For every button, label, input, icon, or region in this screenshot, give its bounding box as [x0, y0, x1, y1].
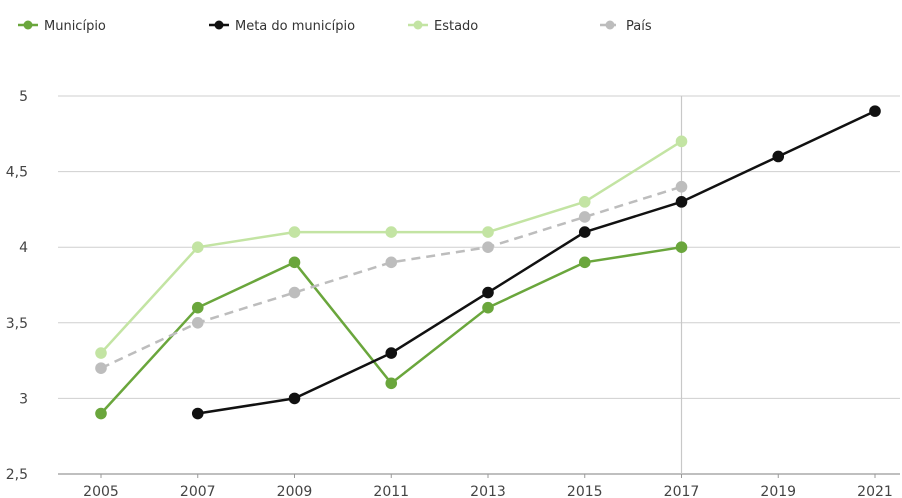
legend-swatch-dot: [23, 20, 33, 30]
data-point-municipio[interactable]: [288, 256, 301, 269]
data-point-estado[interactable]: [385, 226, 398, 238]
legend-item-pais[interactable]: País: [600, 19, 652, 34]
data-point-pais[interactable]: [95, 362, 107, 374]
data-point-estado[interactable]: [191, 241, 204, 253]
data-point-meta-do-municipio[interactable]: [578, 226, 591, 238]
y-tick-label: 2,5: [6, 467, 28, 483]
y-tick-label: 5: [19, 89, 28, 105]
legend-swatch-dot: [214, 20, 224, 30]
series-line-meta-do-municipio: [197, 109, 876, 415]
x-tick-label: 2015: [567, 484, 603, 498]
legend-swatch-dot: [413, 20, 423, 30]
legend-item-estado[interactable]: Estado: [408, 19, 478, 34]
x-tick-label: 2005: [83, 484, 119, 498]
x-axis: 2005 2007 2009 2011 2013 2015 2017 2019 2021: [83, 474, 893, 498]
series-municipio: [95, 241, 688, 420]
data-point-estado[interactable]: [288, 226, 301, 238]
legend-item-municipio[interactable]: Município: [18, 19, 106, 34]
data-point-meta-do-municipio[interactable]: [869, 105, 881, 117]
series-pais: [95, 180, 688, 374]
x-tick-label: 2011: [373, 484, 409, 498]
data-point-pais[interactable]: [578, 211, 591, 223]
y-tick-label: 3: [19, 391, 28, 407]
data-point-meta-do-municipio[interactable]: [191, 407, 204, 420]
data-point-pais[interactable]: [675, 180, 688, 193]
data-point-meta-do-municipio[interactable]: [288, 392, 301, 405]
x-tick-label: 2021: [857, 484, 893, 498]
legend-label: País: [626, 19, 652, 34]
x-tick-label: 2007: [180, 484, 216, 498]
data-point-meta-do-municipio[interactable]: [772, 150, 785, 163]
grid-lines: [58, 95, 900, 475]
legend-item-meta-do-municipio[interactable]: Meta do município: [209, 19, 355, 34]
data-point-municipio[interactable]: [385, 377, 398, 390]
data-point-estado[interactable]: [95, 347, 107, 359]
data-point-pais[interactable]: [482, 241, 494, 253]
series-line-pais: [100, 185, 682, 370]
series-meta-do-municipio: [191, 105, 881, 420]
y-tick-label: 4: [19, 240, 28, 256]
x-tick-label: 2009: [277, 484, 313, 498]
data-point-meta-do-municipio[interactable]: [482, 286, 494, 299]
series-estado: [95, 135, 688, 359]
series-layer: [95, 105, 881, 420]
data-point-meta-do-municipio[interactable]: [385, 347, 398, 359]
data-point-municipio[interactable]: [482, 301, 494, 314]
y-tick-label: 4,5: [6, 165, 28, 181]
data-point-estado[interactable]: [578, 196, 591, 208]
data-point-pais[interactable]: [385, 256, 398, 269]
data-point-municipio[interactable]: [95, 407, 107, 420]
data-point-municipio[interactable]: [191, 301, 204, 314]
x-tick-label: 2017: [664, 484, 700, 498]
data-point-meta-do-municipio[interactable]: [675, 196, 688, 208]
y-tick-label: 3,5: [6, 316, 28, 332]
data-point-pais[interactable]: [191, 317, 204, 329]
y-axis: 2,5 3 3,5 4 4,5 5: [6, 89, 28, 483]
legend: Município Meta do município Estado País: [18, 19, 652, 34]
x-tick-label: 2013: [470, 484, 506, 498]
data-point-estado[interactable]: [675, 135, 688, 148]
data-point-pais[interactable]: [288, 286, 301, 299]
legend-label: Município: [44, 19, 106, 34]
data-point-estado[interactable]: [482, 226, 494, 238]
x-tick-label: 2019: [760, 484, 796, 498]
legend-swatch-dot: [605, 20, 615, 30]
legend-label: Estado: [434, 19, 478, 34]
data-point-municipio[interactable]: [578, 256, 591, 269]
data-point-municipio[interactable]: [675, 241, 688, 253]
legend-label: Meta do município: [235, 19, 355, 34]
